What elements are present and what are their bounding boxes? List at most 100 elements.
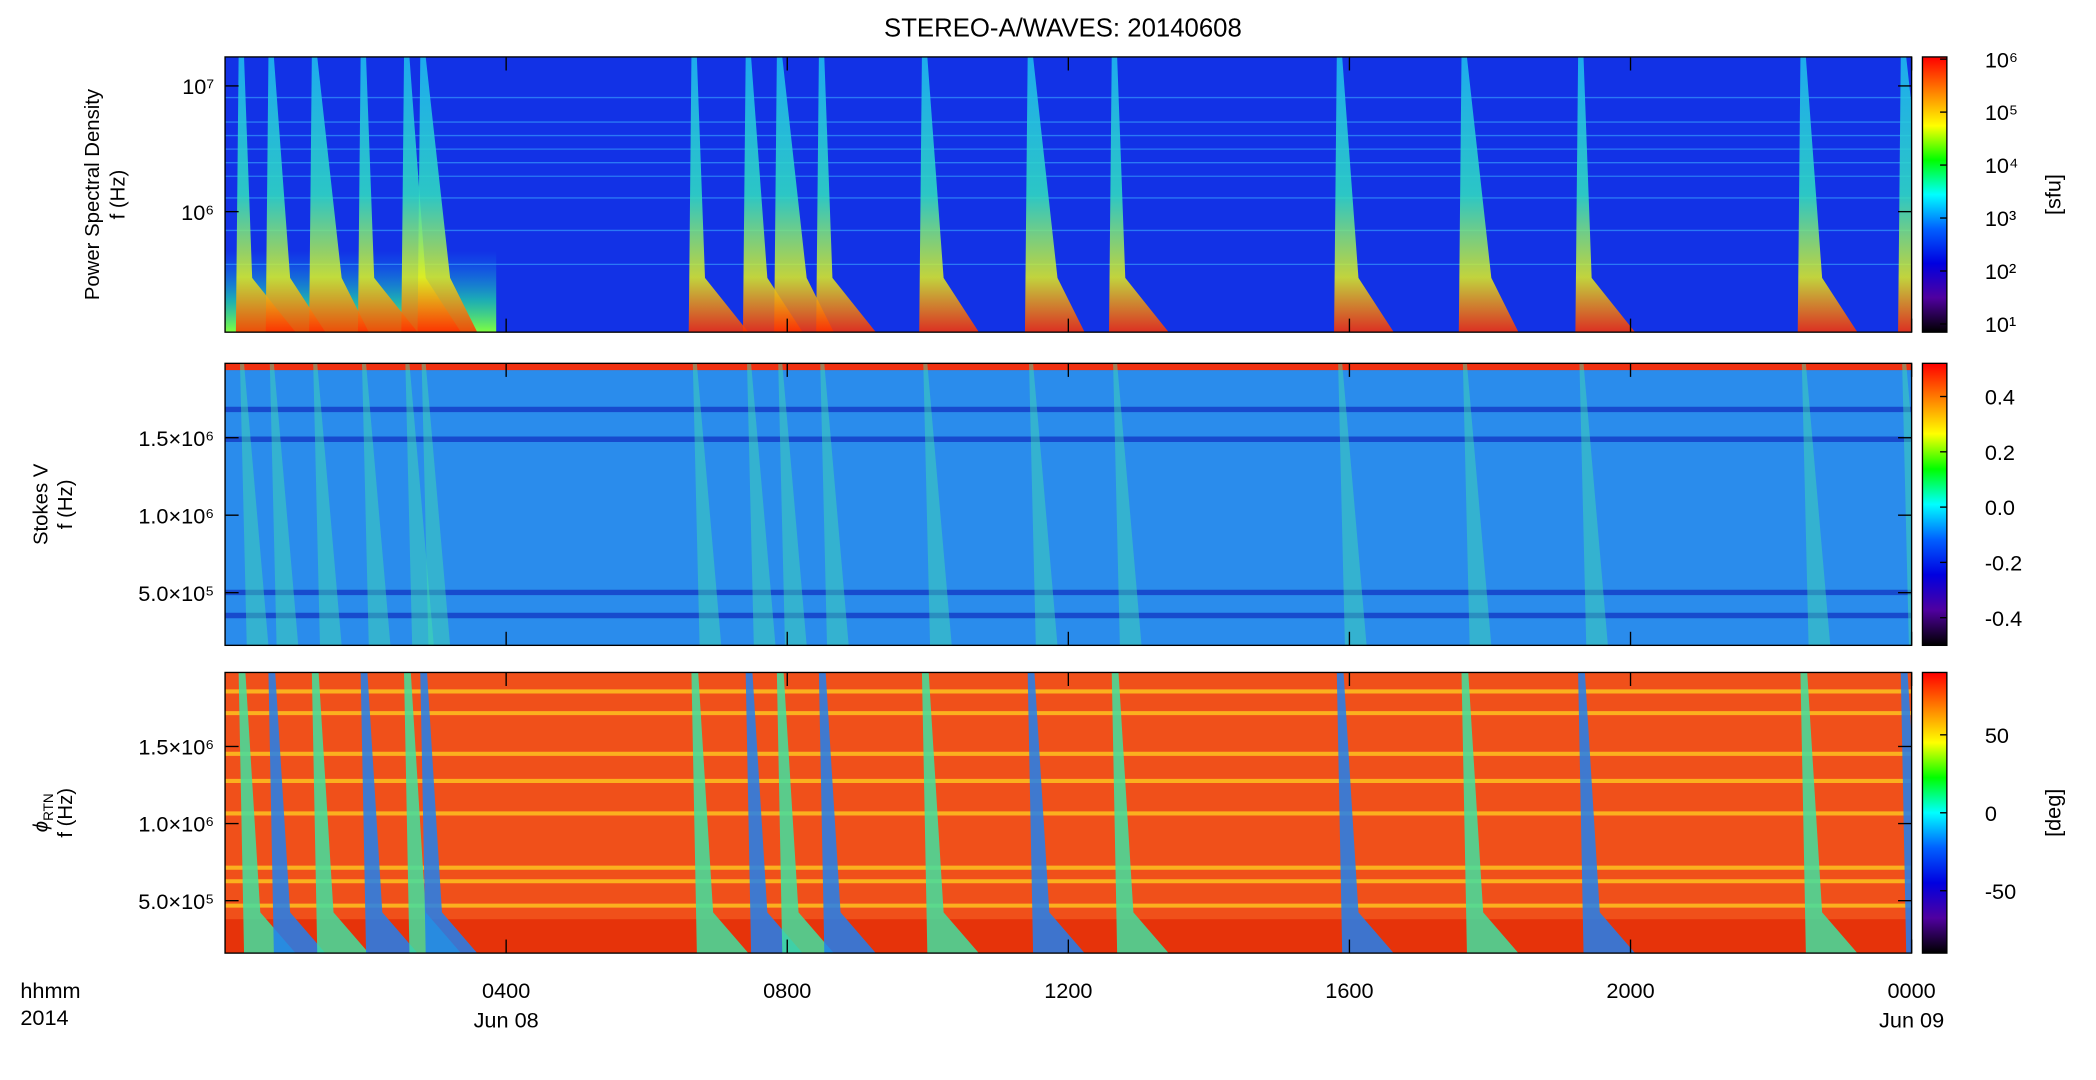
- colorbar-tick-label: -0.2: [1985, 551, 2022, 576]
- y-axis-label: ϕRTN: [30, 793, 55, 832]
- colorbar-tick-label: -50: [1985, 879, 2016, 904]
- y-tick-label: 10⁷: [182, 74, 214, 99]
- burst: [235, 56, 296, 333]
- x-axis-label: 2014: [20, 1005, 68, 1030]
- colorbar-tick-label: 10⁶: [1985, 47, 2018, 72]
- y-axis-label: Stokes V: [30, 463, 52, 545]
- chart-title: STEREO-A/WAVES: 20140608: [884, 15, 1242, 43]
- x-tick-label: 0400: [482, 978, 530, 1003]
- burst: [745, 672, 803, 954]
- colorbar-tick-label: 10¹: [1985, 312, 2016, 337]
- burst: [816, 56, 876, 333]
- burst: [360, 672, 418, 954]
- burst: [404, 672, 461, 954]
- burst: [742, 56, 803, 333]
- colorbar-tick-label: 50: [1985, 723, 2009, 748]
- y-axis-label-symbol: ϕ: [30, 821, 52, 832]
- burst: [1462, 363, 1492, 646]
- panel: 5.0×10⁵ 1.0×10⁶ 1.5×10⁶ 0400 0800 1200 1600 200…: [20, 671, 2066, 1033]
- x-axis-label: hhmm: [20, 978, 80, 1003]
- burst: [1801, 363, 1831, 646]
- colorbar: [1921, 362, 1948, 647]
- y-axis-label: f (Hz): [108, 170, 130, 220]
- burst: [1900, 672, 1912, 954]
- burst: [1797, 56, 1858, 333]
- burst: [919, 56, 979, 333]
- colorbar-label: [deg]: [2041, 789, 2066, 837]
- x-tick-label: 2000: [1606, 978, 1654, 1003]
- y-tick-label: 10⁶: [181, 200, 214, 225]
- x-date-label: Jun 09: [1879, 1008, 1944, 1033]
- burst: [268, 672, 326, 954]
- y-tick-label: 5.0×10⁵: [138, 581, 214, 606]
- colorbar-tick-label: 0: [1985, 801, 1997, 826]
- burst: [401, 56, 461, 333]
- y-axis-label-subscript: RTN: [41, 793, 56, 821]
- y-tick-label: 1.0×10⁶: [138, 503, 214, 528]
- burst: [265, 56, 326, 333]
- spectrogram-image: [225, 672, 1912, 954]
- spectrogram-image: [225, 56, 1912, 333]
- burst: [311, 672, 369, 954]
- burst: [774, 56, 834, 333]
- burst: [1109, 56, 1169, 333]
- y-axis-label: Power Spectral Density: [82, 88, 104, 300]
- colorbar-tick-label: -0.4: [1985, 606, 2022, 631]
- x-tick-label: 1600: [1325, 978, 1373, 1003]
- burst: [1575, 56, 1636, 333]
- burst: [1461, 672, 1519, 954]
- burst: [1336, 672, 1394, 954]
- burst: [923, 363, 952, 646]
- burst: [239, 363, 269, 646]
- burst: [1800, 672, 1858, 954]
- y-tick-label: 1.5×10⁶: [138, 426, 214, 451]
- y-axis-label: f (Hz): [55, 479, 77, 529]
- colorbar-tick-label: 10²: [1985, 259, 2016, 284]
- burst: [313, 363, 342, 646]
- image-background: [225, 56, 1912, 333]
- burst: [692, 363, 722, 646]
- burst: [1338, 363, 1367, 646]
- colorbar: [1921, 671, 1948, 954]
- y-axis-label: f (Hz): [55, 788, 77, 838]
- burst: [1024, 56, 1085, 333]
- burst: [691, 672, 749, 954]
- burst: [1027, 672, 1085, 954]
- burst: [421, 363, 451, 646]
- burst: [417, 56, 478, 333]
- burst: [269, 363, 299, 646]
- burst: [420, 672, 478, 954]
- spectrogram-image: [225, 363, 1912, 646]
- colorbar-tick-label: 0.4: [1985, 385, 2015, 410]
- burst: [405, 363, 434, 646]
- burst: [778, 363, 807, 646]
- colorbar-tick-label: 0.0: [1985, 495, 2015, 520]
- x-tick-label: 0800: [763, 978, 811, 1003]
- burst: [921, 672, 979, 954]
- burst: [1113, 363, 1142, 646]
- burst: [1898, 56, 1912, 333]
- burst: [238, 672, 296, 954]
- panel: 10⁶ 10⁷ Power Spectral Density f (Hz) 10¹ 10²…: [82, 47, 2066, 337]
- burst: [1578, 672, 1636, 954]
- colorbar-tick-label: 10⁵: [1985, 100, 2018, 125]
- burst: [1579, 363, 1608, 646]
- burst: [309, 56, 369, 333]
- burst: [361, 363, 391, 646]
- x-date-label: Jun 08: [474, 1008, 539, 1033]
- burst: [776, 672, 834, 954]
- burst: [818, 672, 876, 954]
- image-background: [225, 363, 1912, 646]
- burst: [820, 363, 849, 646]
- burst: [1111, 672, 1169, 954]
- colorbar-tick-label: 0.2: [1985, 440, 2015, 465]
- burst: [1458, 56, 1519, 333]
- burst: [1902, 363, 1912, 646]
- colorbar-label: [sfu]: [2041, 174, 2066, 215]
- burst: [1334, 56, 1394, 333]
- colorbar-tick-label: 10³: [1985, 206, 2016, 231]
